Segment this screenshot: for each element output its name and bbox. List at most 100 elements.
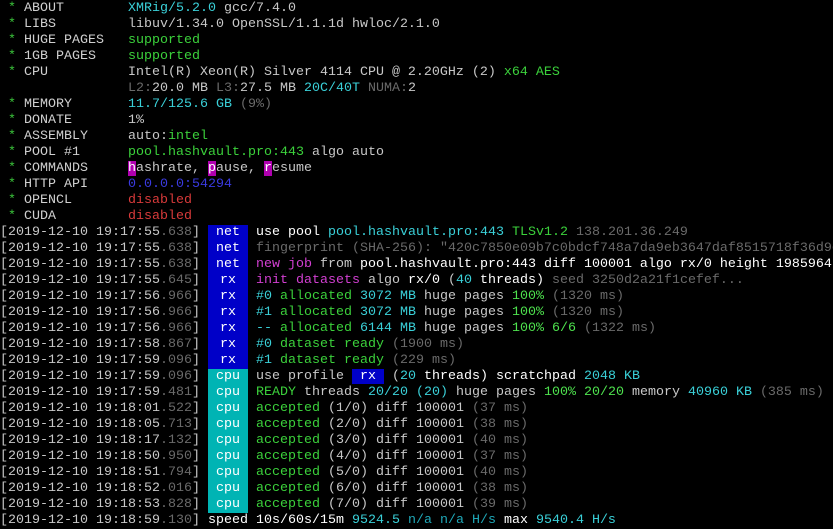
bracket: [: [0, 225, 8, 240]
log-line: [2019-12-10 19:17:59.096] cpu use profile …: [0, 369, 833, 385]
log-line: [2019-12-10 19:18:59.130] speed 10s/60s/1…: [0, 513, 833, 529]
text-segment: accepted: [256, 401, 328, 416]
log-message: fingerprint (SHA-256): "420c7850e09b7c0b…: [256, 241, 833, 257]
text-segment: accepted: [256, 433, 328, 448]
text-segment: h: [128, 161, 136, 176]
text-segment: use pool: [256, 225, 328, 240]
log-message: use pool pool.hashvault.pro:443 TLSv1.2 …: [256, 225, 688, 241]
timestamp-ms: .016: [159, 481, 192, 496]
text-segment: 40960 KB: [687, 385, 760, 400]
bracket: [: [0, 497, 8, 512]
info-label: HUGE PAGES: [24, 33, 104, 48]
text-segment: accepted: [256, 449, 328, 464]
log-tag-net: net: [208, 257, 248, 273]
log-message: #0 dataset ready (1900 ms): [256, 337, 464, 353]
text-segment: accepted: [256, 417, 328, 432]
bullet-icon: *: [8, 33, 16, 48]
log-message: -- allocated 6144 MB huge pages 100% 6/6…: [256, 321, 656, 337]
text-segment: (1320 ms): [551, 289, 624, 304]
timestamp: [2019-12-10 19:17:59.481]: [0, 385, 200, 401]
text-segment: threads): [471, 273, 552, 288]
bracket: ]: [191, 353, 200, 368]
text-segment: (5/0) diff 100001: [327, 465, 472, 480]
text-segment: 20: [399, 369, 416, 384]
text-segment: libuv/1.34.0 OpenSSL/1.1.1d hwloc/2.1.0: [128, 17, 440, 32]
text-segment: pool.hashvault.pro:443 diff 100001 algo …: [360, 257, 832, 272]
timestamp: [2019-12-10 19:17:55.638]: [0, 257, 200, 273]
log-tag-rx: rx: [208, 337, 248, 353]
text-segment: max: [503, 513, 536, 528]
text-segment: algo auto: [311, 145, 384, 160]
bracket: ]: [191, 257, 200, 272]
text-segment: supported: [128, 33, 200, 48]
text-segment: accepted: [256, 497, 328, 512]
bullet-icon: *: [8, 113, 16, 128]
text-segment: 100%: [511, 305, 552, 320]
text-segment: use profile: [256, 369, 352, 384]
bracket: ]: [191, 241, 200, 256]
info-line: * OPENCL disabled: [0, 193, 833, 209]
timestamp: [2019-12-10 19:17:55.638]: [0, 241, 200, 257]
log-tag-cpu: cpu: [208, 465, 248, 481]
text-segment: fingerprint (SHA-256): "420c7850e09b7c0b…: [256, 241, 833, 256]
text-segment: 6144 MB: [359, 321, 424, 336]
log-line: [2019-12-10 19:17:55.645] rx init datasets…: [0, 273, 833, 289]
bracket: [: [0, 481, 8, 496]
timestamp: [2019-12-10 19:18:53.828]: [0, 497, 200, 513]
text-segment: (229 ms): [391, 353, 456, 368]
bracket: [: [0, 353, 8, 368]
text-segment: allocated: [280, 305, 360, 320]
info-label: POOL #1: [24, 145, 80, 160]
text-segment: 11.7/125.6 GB: [128, 97, 240, 112]
log-tag-net: net: [208, 225, 248, 241]
timestamp-time: 2019-12-10 19:17:59: [8, 385, 160, 400]
timestamp-ms: .481: [159, 385, 192, 400]
log-tag-cpu: cpu: [208, 481, 248, 497]
text-segment: supported: [128, 49, 200, 64]
timestamp-ms: .713: [159, 417, 192, 432]
timestamp-ms: .096: [159, 369, 192, 384]
text-segment: pool.hashvault.pro:443: [128, 145, 312, 160]
log-message: accepted (3/0) diff 100001 (40 ms): [256, 433, 528, 449]
timestamp: [2019-12-10 19:18:17.132]: [0, 433, 200, 449]
text-segment: 2: [408, 81, 416, 96]
bracket: [: [0, 401, 8, 416]
text-segment: 3072 MB: [359, 305, 424, 320]
bracket: ]: [191, 481, 200, 496]
bracket: [: [0, 385, 8, 400]
text-segment: disabled: [128, 193, 192, 208]
log-tag-cpu: cpu: [208, 497, 248, 513]
info-line: * HTTP API 0.0.0.0:54294: [0, 177, 833, 193]
bracket: ]: [191, 385, 200, 400]
text-segment: (: [383, 369, 400, 384]
bracket: ]: [191, 417, 200, 432]
text-segment: gcc/7.4.0: [215, 1, 296, 16]
info-label: CPU: [24, 65, 48, 80]
log-message: init datasets algo rx/0 (40 threads) see…: [256, 273, 744, 289]
timestamp-ms: .132: [159, 433, 192, 448]
timestamp-time: 2019-12-10 19:18:53: [8, 497, 160, 512]
info-line: * 1GB PAGES supported: [0, 49, 833, 65]
info-line: * CUDA disabled: [0, 209, 833, 225]
text-segment: speed 10s/60s/15m: [208, 513, 352, 528]
log-message: #1 allocated 3072 MB huge pages 100% (13…: [256, 305, 624, 321]
info-line: * ASSEMBLY auto:intel: [0, 129, 833, 145]
log-tag-rx: rx: [208, 289, 248, 305]
log-message: use profile rx (20 threads) scratchpad 2…: [256, 369, 640, 385]
log-line: [2019-12-10 19:17:59.096] rx #1 dataset re…: [0, 353, 833, 369]
timestamp-time: 2019-12-10 19:18:05: [8, 417, 160, 432]
bracket: ]: [191, 449, 200, 464]
text-segment: 40: [455, 273, 472, 288]
log-message: accepted (7/0) diff 100001 (39 ms): [256, 497, 528, 513]
bracket: [: [0, 257, 8, 272]
timestamp: [2019-12-10 19:18:05.713]: [0, 417, 200, 433]
text-segment: 100%: [511, 289, 552, 304]
text-segment: #1: [256, 305, 280, 320]
timestamp: [2019-12-10 19:17:58.867]: [0, 337, 200, 353]
log-line: [2019-12-10 19:18:53.828] cpu accepted (7/…: [0, 497, 833, 513]
text-segment: ashrate,: [136, 161, 208, 176]
info-label: DONATE: [24, 113, 72, 128]
log-tag-rx: rx: [208, 321, 248, 337]
text-segment: (7/0) diff 100001: [327, 497, 472, 512]
log-line: [2019-12-10 19:17:56.966] rx #0 allocated …: [0, 289, 833, 305]
